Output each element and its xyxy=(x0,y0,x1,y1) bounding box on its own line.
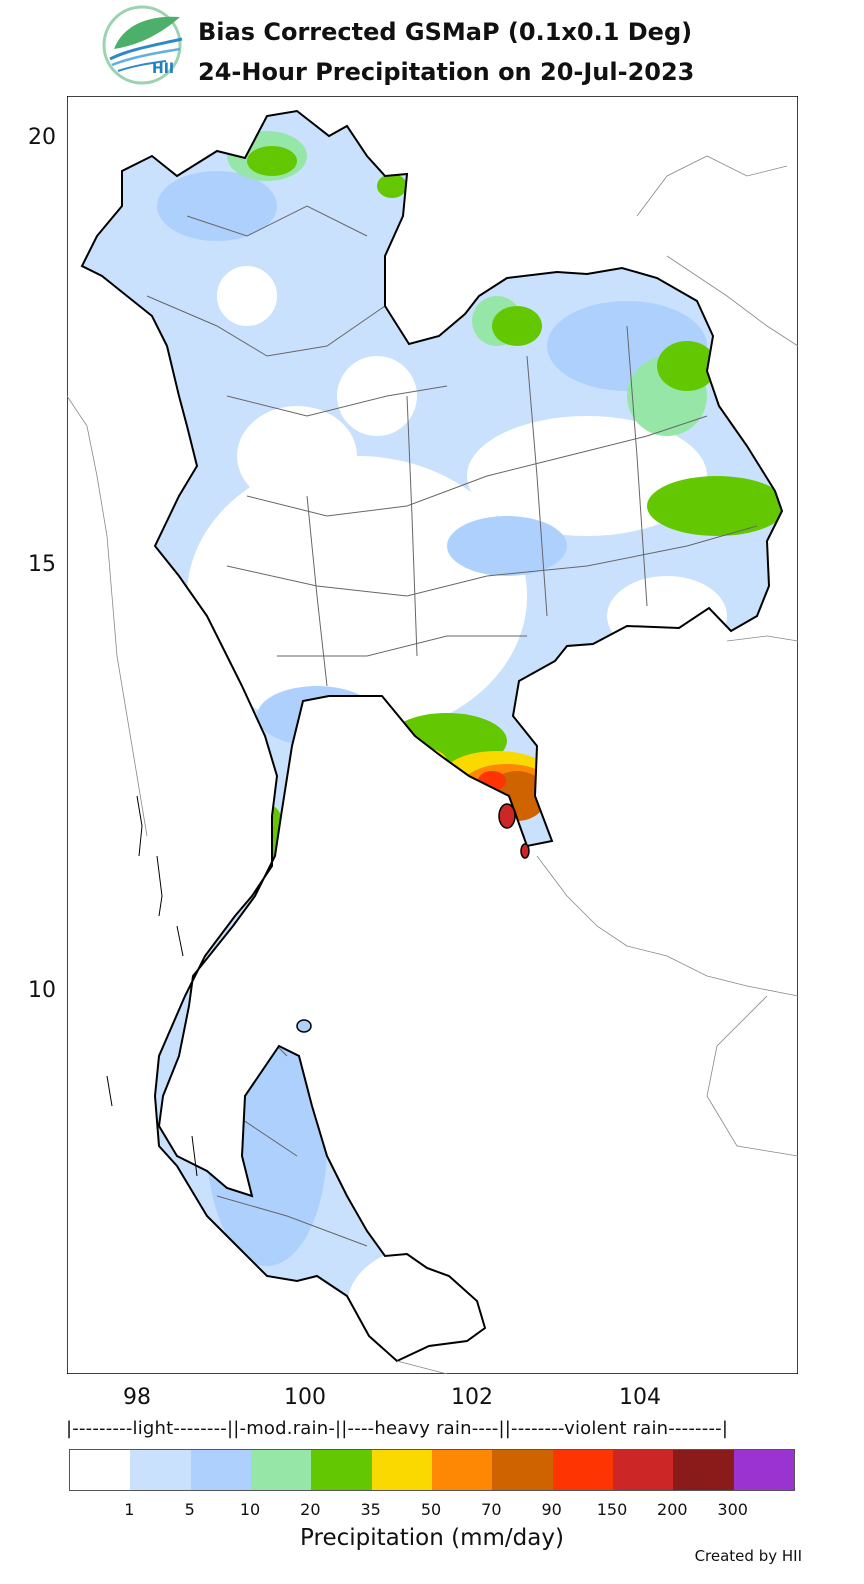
colorbar-cell-2 xyxy=(190,1450,251,1490)
colorbar-tick-label: 90 xyxy=(541,1500,562,1519)
colorbar-cell-8 xyxy=(552,1450,613,1490)
precipitation-map xyxy=(66,95,799,1378)
colorbar-tick-label: 35 xyxy=(360,1500,381,1519)
lon-label-100: 100 xyxy=(284,1385,326,1410)
lat-label-15: 15 xyxy=(28,552,56,577)
colorbar-cell-7 xyxy=(492,1450,553,1490)
colorbar-tick-label: 150 xyxy=(596,1500,628,1519)
lon-label-104: 104 xyxy=(619,1385,661,1410)
colorbar-cell-3 xyxy=(250,1450,312,1490)
credit-text: Created by HII xyxy=(694,1547,802,1565)
andaman-islets xyxy=(106,795,198,1177)
koh-kood-island xyxy=(520,843,530,859)
lat-label-10: 10 xyxy=(28,978,56,1003)
colorbar-cell-6 xyxy=(431,1450,493,1490)
colorbar-tick-label: 5 xyxy=(184,1500,195,1519)
map-subtitle: 24-Hour Precipitation on 20-Jul-2023 xyxy=(198,58,695,86)
colorbar-tick-label: 200 xyxy=(657,1500,688,1519)
svg-text:HII: HII xyxy=(152,61,174,77)
colorbar-cell-11 xyxy=(733,1450,794,1490)
lon-label-102: 102 xyxy=(451,1385,493,1410)
colorbar-tick-label: 1 xyxy=(124,1500,135,1519)
koh-chang-island xyxy=(498,803,516,829)
map-title: Bias Corrected GSMaP (0.1x0.1 Deg) xyxy=(198,18,693,46)
hii-logo: HII xyxy=(100,5,190,91)
colorbar-tick-label: 300 xyxy=(717,1500,748,1519)
colorbar-cell-1 xyxy=(130,1450,191,1490)
colorbar-title: Precipitation (mm/day) xyxy=(300,1525,564,1551)
colorbar-cell-4 xyxy=(311,1450,372,1490)
neighbour-borders xyxy=(66,155,799,1375)
colorbar-cell-9 xyxy=(612,1450,674,1490)
colorbar-tick-label: 50 xyxy=(420,1500,442,1519)
colorbar-tick-label: 70 xyxy=(481,1500,502,1519)
legend-intensity-bands: |---------light--------||-mod.rain-||---… xyxy=(66,1418,729,1439)
lon-label-98: 98 xyxy=(123,1385,151,1410)
colorbar-cell-5 xyxy=(371,1450,432,1490)
colorbar-cell-10 xyxy=(673,1450,734,1490)
colorbar-tick-label: 20 xyxy=(300,1500,321,1519)
colorbar-cell-0 xyxy=(70,1450,131,1490)
precipitation-colorbar xyxy=(69,1449,795,1491)
colorbar-tick-label: 10 xyxy=(239,1500,261,1519)
lat-label-20: 20 xyxy=(28,125,56,150)
samui-island xyxy=(296,1019,312,1033)
